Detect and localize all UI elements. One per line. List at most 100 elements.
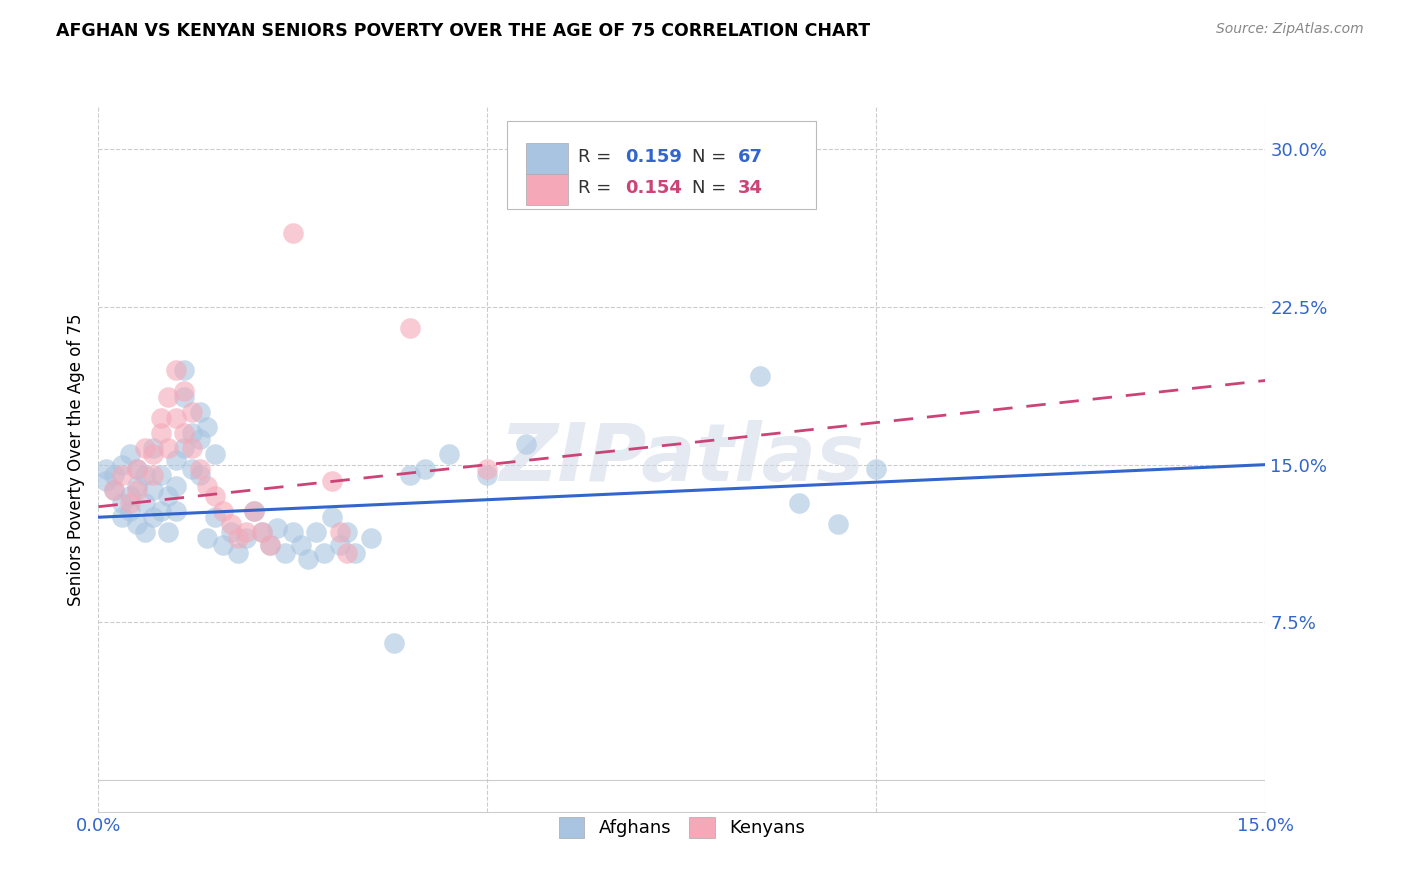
- Point: [111, 495, 134, 509]
- Point: [212, 538, 235, 552]
- Point: [305, 524, 328, 539]
- Point: [243, 504, 266, 518]
- Text: 0.154: 0.154: [624, 179, 682, 197]
- Point: [173, 426, 195, 441]
- Point: [188, 462, 211, 476]
- Point: [477, 462, 499, 476]
- Point: [787, 495, 810, 509]
- Point: [274, 546, 297, 560]
- Point: [149, 426, 172, 441]
- Point: [180, 462, 202, 476]
- Point: [398, 321, 420, 335]
- Point: [195, 419, 218, 434]
- Point: [204, 510, 226, 524]
- Point: [321, 475, 343, 489]
- Point: [157, 390, 180, 404]
- Point: [212, 504, 235, 518]
- Point: [259, 538, 281, 552]
- Point: [111, 458, 134, 472]
- Legend: Afghans, Kenyans: Afghans, Kenyans: [551, 810, 813, 845]
- Point: [149, 411, 172, 425]
- Point: [149, 468, 172, 483]
- Point: [515, 436, 537, 450]
- Y-axis label: Seniors Poverty Over the Age of 75: Seniors Poverty Over the Age of 75: [66, 313, 84, 606]
- Point: [228, 546, 250, 560]
- Point: [142, 441, 165, 455]
- Point: [219, 516, 242, 531]
- Point: [134, 468, 156, 483]
- Point: [281, 524, 304, 539]
- Point: [127, 483, 149, 497]
- Point: [290, 538, 312, 552]
- Point: [180, 426, 202, 441]
- Point: [195, 531, 218, 545]
- Point: [188, 468, 211, 483]
- Point: [382, 636, 405, 650]
- Point: [312, 546, 335, 560]
- Text: R =: R =: [578, 148, 617, 166]
- Point: [173, 390, 195, 404]
- Point: [344, 546, 367, 560]
- Point: [165, 453, 187, 467]
- Text: AFGHAN VS KENYAN SENIORS POVERTY OVER THE AGE OF 75 CORRELATION CHART: AFGHAN VS KENYAN SENIORS POVERTY OVER TH…: [56, 22, 870, 40]
- Point: [329, 524, 352, 539]
- Point: [134, 495, 156, 509]
- Point: [188, 405, 211, 419]
- Point: [127, 516, 149, 531]
- Point: [321, 510, 343, 524]
- Text: N =: N =: [692, 179, 733, 197]
- Point: [437, 447, 460, 461]
- Point: [165, 363, 187, 377]
- Point: [204, 447, 226, 461]
- FancyBboxPatch shape: [526, 174, 568, 205]
- Point: [157, 489, 180, 503]
- Point: [748, 369, 770, 384]
- Text: R =: R =: [578, 179, 617, 197]
- Point: [360, 531, 382, 545]
- Point: [281, 226, 304, 240]
- Point: [118, 489, 141, 503]
- Point: [118, 504, 141, 518]
- Point: [219, 524, 242, 539]
- Point: [127, 462, 149, 476]
- Point: [827, 516, 849, 531]
- Point: [142, 468, 165, 483]
- Point: [173, 363, 195, 377]
- Point: [103, 483, 125, 497]
- Point: [142, 447, 165, 461]
- FancyBboxPatch shape: [508, 121, 815, 210]
- Point: [127, 478, 149, 492]
- Point: [173, 441, 195, 455]
- Point: [111, 510, 134, 524]
- Point: [149, 504, 172, 518]
- Point: [118, 495, 141, 509]
- Point: [188, 433, 211, 447]
- FancyBboxPatch shape: [526, 144, 568, 174]
- Point: [165, 411, 187, 425]
- Point: [228, 531, 250, 545]
- Text: Source: ZipAtlas.com: Source: ZipAtlas.com: [1216, 22, 1364, 37]
- Point: [118, 447, 141, 461]
- Point: [96, 462, 118, 476]
- Point: [173, 384, 195, 398]
- Point: [165, 478, 187, 492]
- Point: [134, 524, 156, 539]
- Point: [157, 524, 180, 539]
- Point: [235, 531, 257, 545]
- Point: [250, 524, 273, 539]
- Point: [266, 521, 288, 535]
- Point: [336, 546, 359, 560]
- Text: N =: N =: [692, 148, 733, 166]
- Point: [103, 468, 125, 483]
- Point: [329, 538, 352, 552]
- Point: [250, 524, 273, 539]
- Point: [413, 462, 436, 476]
- Point: [477, 468, 499, 483]
- Point: [127, 462, 149, 476]
- Point: [195, 478, 218, 492]
- Point: [259, 538, 281, 552]
- Point: [157, 441, 180, 455]
- Point: [297, 552, 319, 566]
- Text: 67: 67: [738, 148, 763, 166]
- Point: [336, 524, 359, 539]
